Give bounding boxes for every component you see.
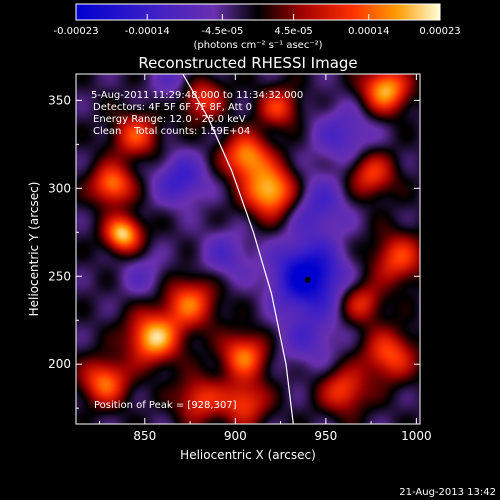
- plot-frame: [75, 73, 421, 425]
- chart-title: Reconstructed RHESSI Image: [138, 54, 357, 72]
- x-tick-label: 1000: [401, 429, 432, 443]
- annotation-counts: Clean Total counts: 1.59E+04: [93, 126, 250, 137]
- axis-ticks: 850 900 950 1000 200 250 300 350: [48, 74, 432, 443]
- y-tick-label: 200: [48, 357, 71, 371]
- solar-limb-line: [182, 74, 294, 424]
- colorbar: [75, 3, 441, 21]
- heatmap-image: [76, 74, 420, 424]
- y-tick-label: 250: [48, 269, 71, 283]
- annotation-energy-range: Energy Range: 12.0 - 25.0 keV: [93, 114, 246, 125]
- colorbar-tick-label: 0.00014: [348, 26, 389, 37]
- colorbar-tick-label: 4.5e-05: [274, 26, 312, 37]
- y-tick-label: 300: [48, 181, 71, 195]
- colorbar-tick-label: -0.00014: [125, 26, 170, 37]
- x-tick-label: 850: [133, 429, 156, 443]
- x-tick-label: 950: [314, 429, 337, 443]
- y-tick-label: 350: [48, 93, 71, 107]
- annotation-time-range: 5-Aug-2011 11:29:48.000 to 11:34:32.000: [91, 90, 303, 101]
- annotation-detectors: Detectors: 4F 5F 6F 7F 8F, Att 0: [93, 102, 252, 113]
- colorbar-unit-label: (photons cm⁻² s⁻¹ asec⁻²): [193, 40, 322, 51]
- footer-timestamp: 21-Aug-2013 13:42: [399, 487, 496, 498]
- y-axis-label: Heliocentric Y (arcsec): [27, 182, 41, 317]
- x-tick-label: 900: [224, 429, 247, 443]
- peak-marker: [304, 276, 311, 283]
- x-axis-label: Heliocentric X (arcsec): [180, 448, 316, 462]
- colorbar-ticks: -0.00023 -0.00014 -4.5e-05 4.5e-05 0.00014 0.…: [54, 14, 461, 37]
- colorbar-tick-label: 0.00023: [419, 26, 460, 37]
- colorbar-tick-label: -0.00023: [54, 26, 99, 37]
- peak-position-label: Position of Peak = [928,307]: [94, 400, 237, 411]
- colorbar-tick-label: -4.5e-05: [201, 26, 243, 37]
- annotation-block: 5-Aug-2011 11:29:48.000 to 11:34:32.000 …: [91, 90, 303, 137]
